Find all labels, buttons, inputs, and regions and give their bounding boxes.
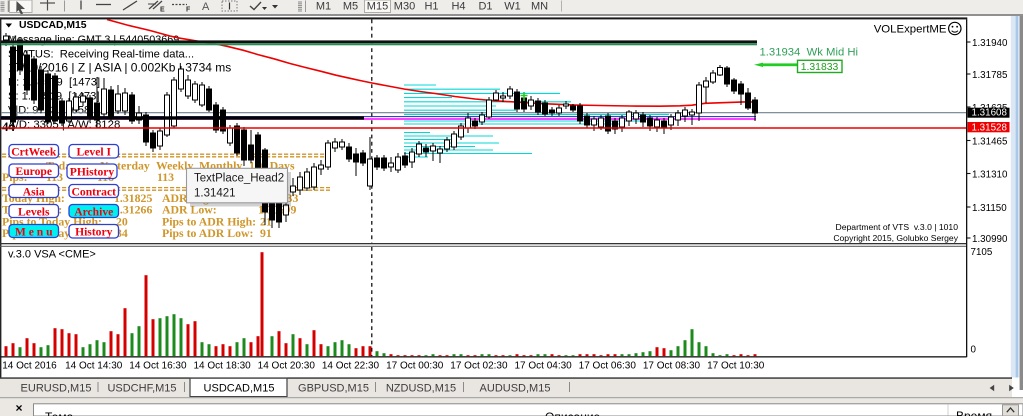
svg-text:×: × (15, 401, 22, 415)
svg-text:1.31528: 1.31528 (972, 122, 1008, 133)
svg-text:14 Oct 20:30: 14 Oct 20:30 (258, 361, 316, 372)
svg-text:M5: M5 (343, 1, 358, 13)
svg-text:91: 91 (260, 226, 272, 240)
svg-text:History: History (75, 226, 113, 239)
svg-text:14 Oct 22:30: 14 Oct 22:30 (322, 361, 380, 372)
svg-text:7105: 7105 (971, 247, 993, 258)
svg-text:1.31421: 1.31421 (194, 188, 236, 200)
svg-text:CrtWeek: CrtWeek (11, 146, 57, 159)
svg-text:44: 44 (2, 119, 16, 134)
svg-text:14 Oct 14:30: 14 Oct 14:30 (65, 361, 123, 372)
svg-text:H1: H1 (424, 1, 438, 13)
svg-text:17 Oct 04:30: 17 Oct 04:30 (514, 361, 572, 372)
svg-text:USDCHF,M15: USDCHF,M15 (107, 382, 176, 394)
svg-text:STATUS: Receiving Real-time d: STATUS: Receiving Real-time data... (8, 49, 194, 61)
svg-text:D1: D1 (478, 1, 492, 13)
svg-text:17 Oct 02:30: 17 Oct 02:30 (450, 361, 508, 372)
svg-text:14 Oct 18:30: 14 Oct 18:30 (193, 361, 251, 372)
svg-text:M e n u: M e n u (15, 225, 53, 238)
svg-text:M30: M30 (394, 1, 415, 13)
svg-text:17/10/2016 | Z | ASIA | 0.002K: 17/10/2016 | Z | ASIA | 0.002Kb | 3734 m… (8, 61, 231, 75)
svg-text:MN: MN (531, 1, 548, 13)
svg-text:14 Oct 16:30: 14 Oct 16:30 (129, 361, 187, 372)
svg-text:Pips to ADR Low:: Pips to ADR Low: (162, 226, 253, 240)
svg-text:ADR Low:: ADR Low: (162, 203, 217, 217)
svg-text:Weekly: Weekly (156, 159, 193, 173)
svg-text:Copyright 2015, Golubko Sergey: Copyright 2015, Golubko Sergey (833, 233, 958, 243)
svg-text:PHistory: PHistory (70, 166, 115, 179)
svg-text:Europe: Europe (15, 165, 52, 178)
svg-text:1.31310: 1.31310 (972, 169, 1008, 180)
svg-text:W1: W1 (504, 1, 521, 13)
svg-text:1.31608: 1.31608 (972, 108, 1008, 119)
svg-text:Levels: Levels (18, 205, 50, 218)
svg-text:A: A (202, 1, 210, 13)
svg-text:14 Oct 2016: 14 Oct 2016 (2, 361, 57, 372)
svg-text:EURUSD,M15: EURUSD,M15 (21, 382, 92, 394)
svg-text:0: 0 (971, 345, 977, 356)
svg-text:1.31465: 1.31465 (972, 136, 1008, 147)
svg-text:1.31940: 1.31940 (972, 38, 1008, 49)
svg-text:Asia: Asia (23, 185, 45, 198)
svg-text:Тема: Тема (45, 410, 74, 416)
svg-text:1.31833: 1.31833 (801, 62, 839, 73)
svg-text:USDCAD,M15: USDCAD,M15 (19, 20, 87, 31)
svg-text:M1: M1 (316, 1, 331, 13)
svg-text:1.30990: 1.30990 (972, 234, 1008, 245)
svg-text:M15: M15 (367, 1, 388, 13)
svg-text:1.31266: 1.31266 (114, 203, 152, 217)
svg-text:F: F (186, 7, 191, 14)
svg-text:USDCAD,M15: USDCAD,M15 (204, 382, 275, 394)
svg-text:Описание: Описание (545, 410, 601, 416)
svg-text:v.3.0 VSA <CME>: v.3.0 VSA <CME> (8, 249, 96, 261)
svg-text:17 Oct 08:30: 17 Oct 08:30 (643, 361, 701, 372)
svg-text:VOLExpertME: VOLExpertME (874, 23, 947, 35)
svg-text:1.31150: 1.31150 (972, 203, 1007, 214)
svg-text:34: 34 (116, 226, 128, 240)
svg-text:1.31934 Wk Mid Hi: 1.31934 Wk Mid Hi (760, 46, 859, 58)
svg-text:1.31825: 1.31825 (114, 191, 152, 205)
svg-text:17 Oct 06:30: 17 Oct 06:30 (579, 361, 637, 372)
svg-text:Pips to ADR High:: Pips to ADR High: (162, 215, 256, 229)
svg-text:GBPUSD,M15: GBPUSD,M15 (298, 382, 369, 394)
svg-text:17 Oct 10:30: 17 Oct 10:30 (707, 361, 765, 372)
svg-text:NZDUSD,M15: NZDUSD,M15 (386, 382, 456, 394)
svg-text:17 Oct 00:30: 17 Oct 00:30 (386, 361, 444, 372)
svg-text:1.31785: 1.31785 (972, 70, 1008, 81)
svg-text:113: 113 (157, 170, 174, 184)
svg-text:20: 20 (116, 215, 128, 229)
svg-text:Время: Время (956, 409, 992, 416)
svg-text:TextPlace_Head2: TextPlace_Head2 (194, 173, 284, 185)
svg-text:AUDUSD,M15: AUDUSD,M15 (480, 382, 551, 394)
svg-text:Archive: Archive (74, 205, 113, 218)
svg-text:21: 21 (260, 215, 272, 229)
svg-text:E: E (160, 7, 165, 14)
svg-text:Department of VTS v.3.0 | 101: Department of VTS v.3.0 | 1010 (836, 222, 959, 232)
svg-text:H4: H4 (451, 1, 465, 13)
svg-text:Level I: Level I (77, 146, 112, 159)
svg-text:Contract: Contract (72, 185, 117, 198)
